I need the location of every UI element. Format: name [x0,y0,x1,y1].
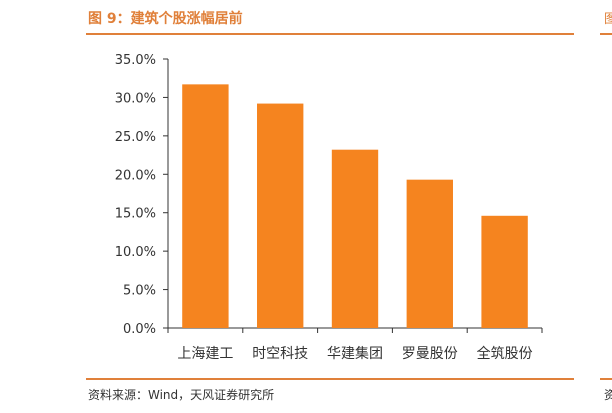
y-tick-label: 20.0% [115,168,156,183]
bottom-rule-adjacent [600,378,612,380]
bar [481,215,528,328]
y-tick-label: 0.0% [123,322,156,337]
y-tick-label: 30.0% [115,91,156,106]
y-tick-label: 5.0% [123,284,156,299]
bar [257,103,304,328]
bottom-rule [86,378,574,380]
category-label: 华建集团 [327,345,383,362]
bar-series [182,84,528,328]
bar [406,179,453,328]
bar [182,84,229,328]
y-tick-label: 35.0% [115,53,156,68]
top-rule [86,33,574,35]
source-note: 资料来源：Wind，天风证券研究所 [88,388,275,402]
x-axis [167,327,543,333]
category-label: 时空科技 [252,346,308,362]
top-rule-adjacent [600,33,612,35]
category-label: 罗曼股份 [402,346,458,362]
adjacent-source-fragment: 资 [604,388,612,402]
category-labels: 上海建工 时空科技 华建集团 罗曼股份 全筑股份 [177,345,532,362]
y-tick-label: 15.0% [115,207,156,222]
bar [331,149,379,328]
category-label: 全筑股份 [477,345,533,362]
adjacent-figure-title-fragment: 图 [604,12,612,27]
y-tick-label: 10.0% [115,245,156,260]
figure-title: 图 9：建筑个股涨幅居前 [88,11,243,27]
y-axis: 0.0% 5.0% 10.0% 15.0% 20.0% 25.0% 30.0% 35.0% [115,53,169,337]
category-label: 上海建工 [177,346,233,362]
y-tick-label: 25.0% [115,130,156,145]
